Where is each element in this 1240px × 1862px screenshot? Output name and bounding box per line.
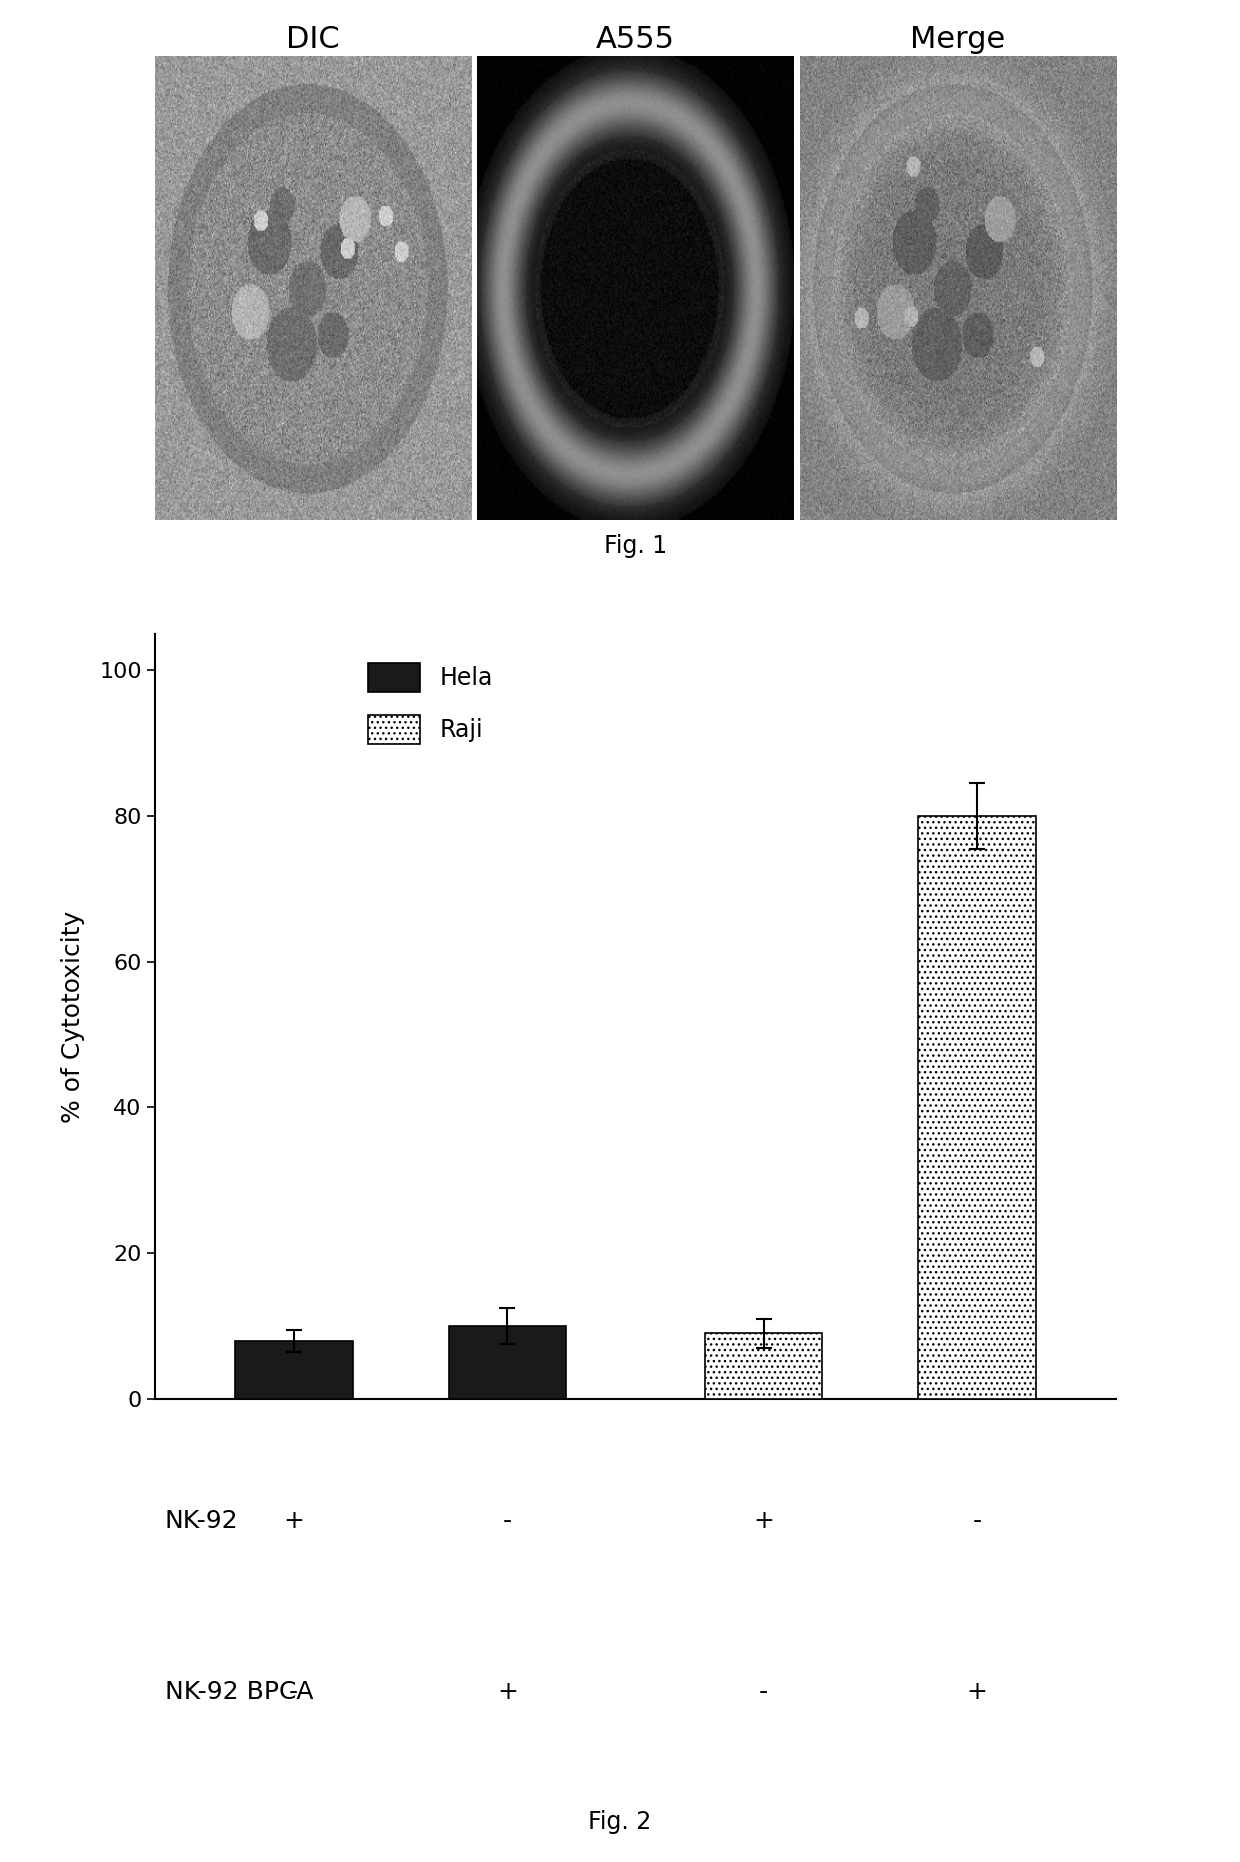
- Text: NK-92 BPCA: NK-92 BPCA: [165, 1680, 314, 1704]
- Text: Fig. 1: Fig. 1: [604, 534, 667, 559]
- Text: +: +: [497, 1680, 518, 1704]
- Text: +: +: [753, 1508, 774, 1532]
- Bar: [704, 1333, 822, 1398]
- Title: DIC: DIC: [286, 24, 340, 54]
- Bar: [919, 816, 1035, 1398]
- Text: +: +: [284, 1508, 304, 1532]
- Text: Fig. 2: Fig. 2: [588, 1810, 652, 1834]
- Bar: [704, 1333, 822, 1398]
- Legend: Hela, Raji: Hela, Raji: [360, 654, 502, 754]
- Text: NK-92: NK-92: [165, 1508, 238, 1532]
- Bar: [919, 816, 1035, 1398]
- Text: -: -: [502, 1508, 512, 1532]
- Title: A555: A555: [596, 24, 675, 54]
- Title: Merge: Merge: [910, 24, 1006, 54]
- Bar: [236, 1341, 352, 1398]
- Bar: [449, 1326, 567, 1398]
- Y-axis label: % of Cytotoxicity: % of Cytotoxicity: [61, 911, 86, 1123]
- Text: +: +: [967, 1680, 987, 1704]
- Text: -: -: [289, 1680, 299, 1704]
- Text: -: -: [759, 1680, 769, 1704]
- Text: -: -: [972, 1508, 982, 1532]
